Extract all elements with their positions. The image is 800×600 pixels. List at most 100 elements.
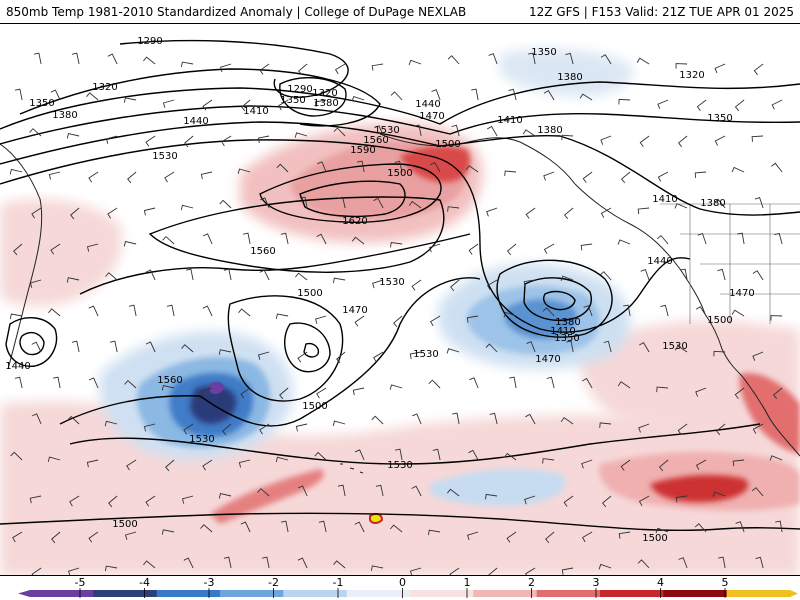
contour-label: 1290 [287,84,312,95]
wind-barb [127,171,137,184]
wind-barb [408,200,422,209]
wind-barb [524,495,536,505]
wind-barb [411,279,422,291]
wind-barb [259,423,270,435]
wind-barb [257,135,270,144]
alaska-coast [379,133,576,185]
wind-barb [9,168,23,175]
wind-barb [674,345,688,353]
wind-barb [489,412,498,425]
wind-barb [770,315,783,321]
wind-barb [105,135,118,144]
colorbar-tick-label: 5 [722,576,729,589]
wind-barb [9,313,23,319]
contour-label: 1320 [92,82,117,93]
wind-barb [598,563,612,570]
wind-barb [600,135,612,145]
wind-barb [451,124,460,137]
wind-barb [108,495,118,508]
wind-barb [467,531,479,541]
contour-label: 1500 [707,315,732,326]
contour-label: 1560 [157,375,182,386]
wind-barb [240,521,251,533]
wind-barb [107,207,118,219]
wind-barb [50,89,61,101]
yellow-max [369,512,384,524]
wind-barb [354,315,365,327]
wind-barb [580,243,593,251]
contour-label: 1560 [250,246,275,257]
wind-barb [677,423,688,435]
us-state-lines [660,203,800,324]
wind-barb [47,456,61,463]
wind-barb [656,386,669,393]
colorbar-tick-label: 4 [657,576,664,589]
wind-barb [68,567,80,575]
wind-barb [371,63,384,71]
wind-barb [657,171,669,182]
wind-barb [694,523,707,533]
contour-1620 [299,180,406,218]
wind-barb [657,99,669,109]
wind-barb [543,243,555,254]
wind-barb [718,556,726,569]
contour-label: 1500 [387,168,412,179]
wind-barb [601,495,612,508]
wind-barb [560,416,574,425]
warm-anomaly-west-ocean [0,199,122,306]
wind-barb [465,165,479,173]
wind-barb [583,305,593,317]
wind-barb [318,520,327,533]
wind-barb [86,92,99,101]
wind-barb [145,269,156,281]
wind-barb [162,99,175,108]
wind-barb [279,387,289,400]
wind-barb [275,313,289,319]
wind-barb [715,423,726,436]
contour-label: 1320 [679,70,704,81]
cool-anomaly-gulf [500,48,633,97]
wind-barb [735,521,745,533]
wind-barb [508,88,517,101]
wind-barb [14,376,23,389]
weather-map[interactable]: 1290 1290 1320 1320 1320 1350 1350 1350 1350 1350… [0,24,800,576]
wind-barb [295,272,308,281]
wind-barb [755,556,764,569]
wind-barb [599,271,612,281]
map-header: 850mb Temp 1981-2010 Standardized Anomal… [0,0,800,24]
contour-1530-b [79,233,471,295]
colorbar-swatch [220,590,284,597]
wind-barb [124,379,137,389]
colorbar-tick-label: 3 [593,576,600,589]
wind-barb [31,341,42,353]
wind-barb [88,531,99,543]
wind-barb [737,232,745,245]
wind-barb [390,91,403,101]
wind-barb [183,557,194,569]
baja-coast [741,375,800,457]
wind-barb [29,128,42,137]
wind-barb [543,89,555,101]
contour-1560 [148,196,445,273]
wind-barb [603,340,612,353]
wind-barb [734,387,745,399]
wind-barb [351,96,365,102]
wind-barb [618,98,631,105]
contour-1500-south [0,512,800,532]
wind-barb [243,232,251,245]
wind-barb [714,63,726,74]
wind-barb [640,269,650,281]
wind-barb [337,484,346,497]
wind-barb [337,196,346,209]
wind-barb [523,279,536,287]
wind-barb [412,413,422,425]
wind-barb [297,351,308,363]
wind-barb [51,531,61,544]
wind-barb [336,351,346,364]
contour-1470 [429,155,691,333]
contour-label: 1380 [700,198,725,209]
wind-barb [636,57,650,65]
wind-barb [66,133,80,139]
wind-barb [565,52,574,65]
